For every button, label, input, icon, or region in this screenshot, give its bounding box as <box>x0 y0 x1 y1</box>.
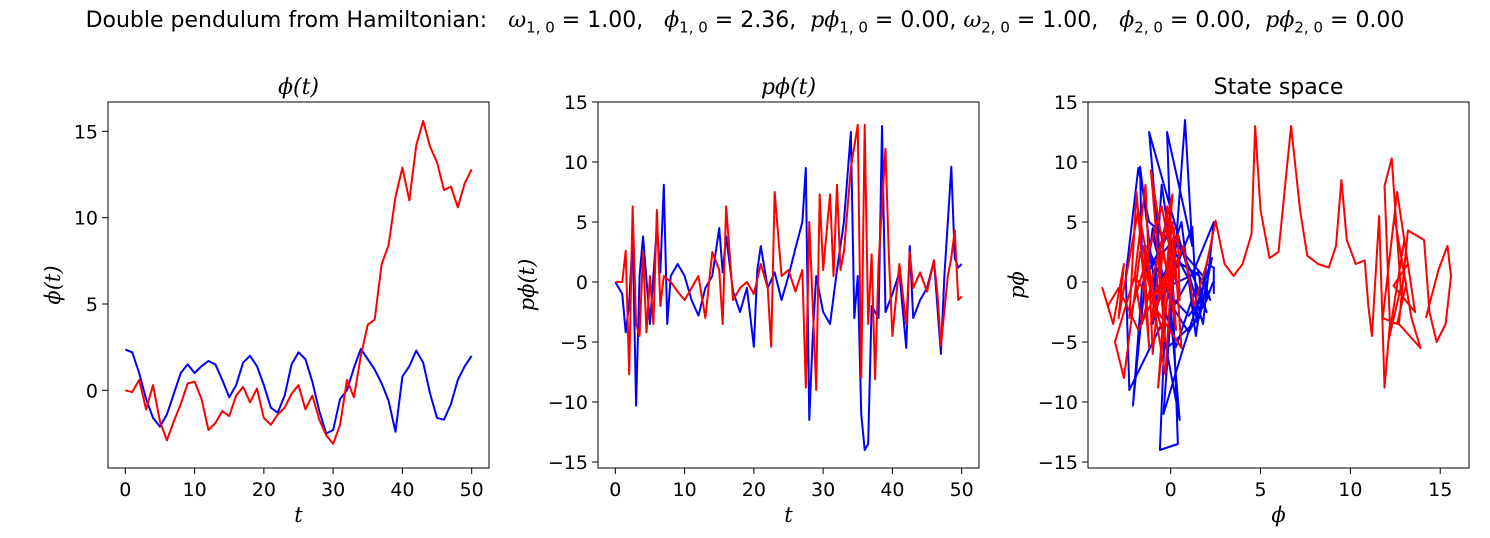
y-tick-label: −10 <box>548 392 588 414</box>
panel-title: pϕ(t) <box>761 75 816 100</box>
figure-title-prefix: Double pendulum from Hamiltonian: <box>85 8 488 33</box>
x-axis-label: ϕ <box>1271 503 1285 527</box>
chart-panel-2: 0 10 20 30 40 50 −15 −10 −5 0 5 10 15 pϕ(t) t pϕ(t) <box>515 75 980 527</box>
y-tick-label: 10 <box>74 208 98 230</box>
omega1-value: 1.00 <box>587 8 637 33</box>
phi1-value: 2.36 <box>740 8 790 33</box>
y-tick-label: 15 <box>74 121 98 143</box>
y-tick-label: 5 <box>86 294 98 316</box>
x-tick-label: 5 <box>1254 479 1266 501</box>
phi2-value: 0.00 <box>1195 8 1245 33</box>
y-tick-label: −5 <box>560 332 588 354</box>
y-tick-label: 5 <box>1066 212 1078 234</box>
x-axis-label: t <box>294 503 303 527</box>
series-line-pendulum1 <box>124 347 473 435</box>
y-tick-label: 0 <box>86 380 98 402</box>
y-axis-label: pϕ(t) <box>515 259 539 312</box>
chart-panel-1: 0 10 20 30 40 50 0 5 10 15 ϕ(t) t ϕ(t) <box>41 75 490 527</box>
y-tick-label: 15 <box>1054 92 1078 114</box>
y-tick-label: 0 <box>576 272 588 294</box>
x-tick-label: 0 <box>1165 479 1177 501</box>
y-tick-label: −15 <box>548 452 588 474</box>
x-tick-label: 0 <box>119 479 131 501</box>
y-tick-label: 10 <box>564 152 588 174</box>
x-tick-label: 30 <box>811 479 835 501</box>
x-tick-label: 20 <box>742 479 766 501</box>
x-tick-label: 40 <box>880 479 904 501</box>
x-tick-label: 10 <box>1338 479 1362 501</box>
omega2-value: 1.00 <box>1042 8 1092 33</box>
y-tick-label: −5 <box>1050 332 1078 354</box>
chart-panel-3: 0 5 10 15 −15 −10 −5 0 5 10 15 State space ϕ pϕ <box>1005 75 1470 527</box>
x-tick-label: 15 <box>1428 479 1452 501</box>
y-axis-label: pϕ <box>1005 271 1029 299</box>
series-line-pendulum2 <box>125 119 473 445</box>
series-line-pendulum1 <box>1124 119 1215 451</box>
plot-frame <box>597 101 980 469</box>
figure-title: Double pendulum from Hamiltonian: ω1, 0 … <box>85 8 1405 37</box>
plot-frame <box>107 101 490 469</box>
series-line-pendulum1 <box>614 125 963 451</box>
x-tick-label: 10 <box>182 479 206 501</box>
x-axis-label: t <box>784 503 793 527</box>
x-tick-label: 30 <box>321 479 345 501</box>
x-tick-label: 50 <box>950 479 974 501</box>
x-tick-label: 40 <box>390 479 414 501</box>
y-tick-label: −10 <box>1038 392 1078 414</box>
series-line-pendulum2 <box>615 123 963 391</box>
pphi2-value: 0.00 <box>1355 8 1405 33</box>
series-line-pendulum2 <box>1101 125 1453 389</box>
y-tick-label: 10 <box>1054 152 1078 174</box>
pphi1-value: 0.00 <box>900 8 950 33</box>
panel-title: State space <box>1214 75 1344 100</box>
x-tick-label: 10 <box>672 479 696 501</box>
x-tick-label: 50 <box>460 479 484 501</box>
plot-frame <box>1087 101 1470 469</box>
x-tick-label: 0 <box>609 479 621 501</box>
y-tick-label: 0 <box>1066 272 1078 294</box>
panel-title: ϕ(t) <box>278 75 319 100</box>
y-tick-label: −15 <box>1038 452 1078 474</box>
y-tick-label: 15 <box>564 92 588 114</box>
y-tick-label: 5 <box>576 212 588 234</box>
x-tick-label: 20 <box>252 479 276 501</box>
y-axis-label: ϕ(t) <box>41 265 65 304</box>
